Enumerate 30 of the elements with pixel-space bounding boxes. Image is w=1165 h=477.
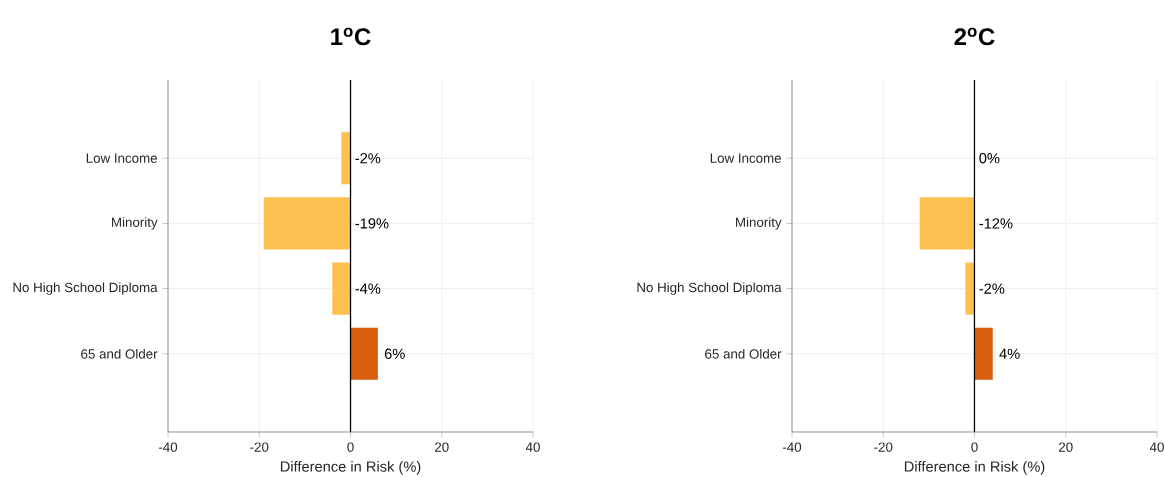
x-tick-label: 40: [1149, 442, 1164, 452]
data-label: -12%: [979, 218, 1013, 229]
data-label: 4%: [999, 348, 1020, 359]
x-axis-title: Difference in Risk (%): [904, 460, 1045, 475]
chart-title: 1$^{o}$C: [331, 27, 371, 46]
y-tick-label: 65 and Older: [81, 348, 158, 359]
x-tick-label: -20: [250, 442, 269, 452]
data-label: -2%: [355, 153, 381, 164]
y-tick-label: 65 and Older: [705, 348, 782, 359]
x-tick-label: 0: [971, 442, 978, 452]
x-tick-label: -20: [874, 442, 893, 452]
x-tick-label: 20: [1058, 442, 1073, 452]
x-axis-title: Difference in Risk (%): [280, 460, 421, 475]
y-tick-label: Minority: [112, 217, 158, 230]
data-label: -19%: [355, 218, 389, 229]
x-tick-label: 0: [347, 442, 354, 452]
x-tick-label: 20: [435, 442, 449, 452]
x-tick-label: -40: [158, 442, 178, 452]
x-tick-label: -40: [782, 442, 802, 452]
data-label: 0%: [979, 153, 1000, 164]
data-label: 6%: [384, 348, 405, 359]
y-tick-label: No High School Diploma: [637, 282, 782, 295]
chart-title: 2$^{o}$C: [954, 27, 995, 46]
y-tick-label: Minority: [736, 217, 782, 230]
x-tick-label: 40: [525, 442, 540, 452]
y-tick-label: Low Income: [86, 153, 157, 163]
y-tick-label: No High School Diploma: [13, 282, 158, 295]
data-label: -2%: [979, 283, 1005, 294]
y-tick-label: Low Income: [710, 153, 781, 163]
data-label: -4%: [355, 283, 381, 294]
